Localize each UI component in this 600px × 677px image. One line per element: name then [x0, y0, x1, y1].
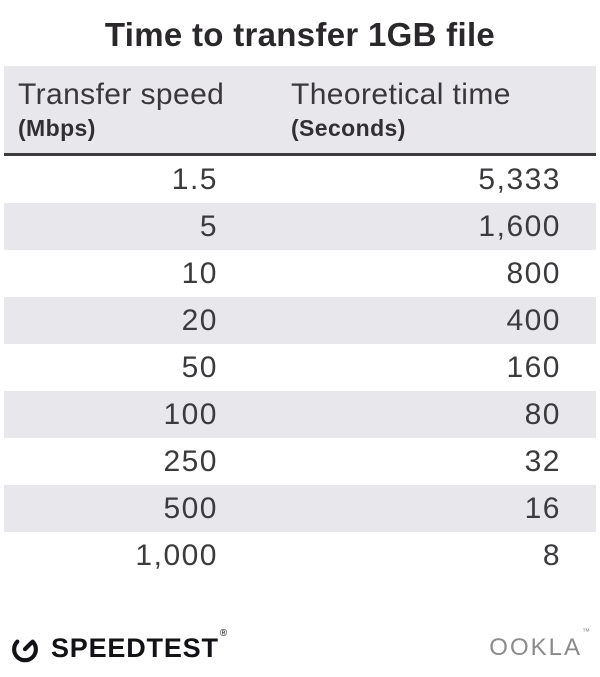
header-col-speed-label: Transfer speed — [18, 77, 225, 111]
table-row: 100 80 — [4, 391, 596, 438]
time-cell: 16 — [524, 492, 561, 525]
header-col-speed: Transfer speed (Mbps) — [4, 66, 291, 153]
table-row: 1,000 8 — [4, 532, 596, 579]
speed-cell: 50 — [181, 351, 218, 384]
speedtest-logo: SPEEDTEST® — [10, 628, 227, 663]
time-cell: 80 — [524, 398, 561, 431]
speed-cell: 5 — [199, 210, 218, 243]
time-cell: 8 — [542, 539, 561, 572]
speed-cell: 500 — [163, 492, 218, 525]
table-row: 1.5 5,333 — [4, 156, 596, 203]
table-row: 5 1,600 — [4, 203, 596, 250]
header-col-time: Theoretical time (Seconds) — [291, 66, 596, 153]
table-row: 250 32 — [4, 438, 596, 485]
footer: SPEEDTEST® OOKLA™ — [10, 628, 592, 667]
time-cell: 400 — [506, 304, 561, 337]
speed-cell: 250 — [163, 445, 218, 478]
table-body: 1.5 5,333 5 1,600 10 800 20 400 50 160 1… — [4, 156, 596, 579]
ookla-wordmark-text: OOKLA — [489, 634, 582, 661]
speed-cell: 10 — [181, 257, 218, 290]
speedtest-gauge-icon — [10, 633, 40, 663]
table-row: 50 160 — [4, 344, 596, 391]
header-col-time-label: Theoretical time — [291, 77, 511, 111]
trademark-mark: ™ — [582, 627, 592, 636]
table-row: 10 800 — [4, 250, 596, 297]
table-header: Transfer speed (Mbps) Theoretical time (… — [4, 66, 596, 156]
speedtest-wordmark: SPEEDTEST® — [51, 628, 227, 663]
speed-cell: 20 — [181, 304, 218, 337]
page-title: Time to transfer 1GB file — [104, 16, 496, 53]
ookla-logo: OOKLA™ — [489, 628, 592, 661]
time-cell: 160 — [506, 351, 561, 384]
header-col-speed-unit: (Mbps) — [18, 114, 96, 141]
speed-cell: 1.5 — [171, 163, 218, 196]
header-col-time-unit: (Seconds) — [291, 114, 406, 141]
time-cell: 5,333 — [478, 163, 561, 196]
transfer-time-table: Transfer speed (Mbps) Theoretical time (… — [4, 66, 596, 579]
table-row: 500 16 — [4, 485, 596, 532]
speed-cell: 1,000 — [135, 539, 218, 572]
time-cell: 1,600 — [478, 210, 561, 243]
speedtest-wordmark-text: SPEEDTEST — [51, 632, 219, 663]
time-cell: 32 — [524, 445, 561, 478]
table-row: 20 400 — [4, 297, 596, 344]
registered-trademark-mark: ® — [219, 627, 228, 639]
time-cell: 800 — [506, 257, 561, 290]
speed-cell: 100 — [163, 398, 218, 431]
